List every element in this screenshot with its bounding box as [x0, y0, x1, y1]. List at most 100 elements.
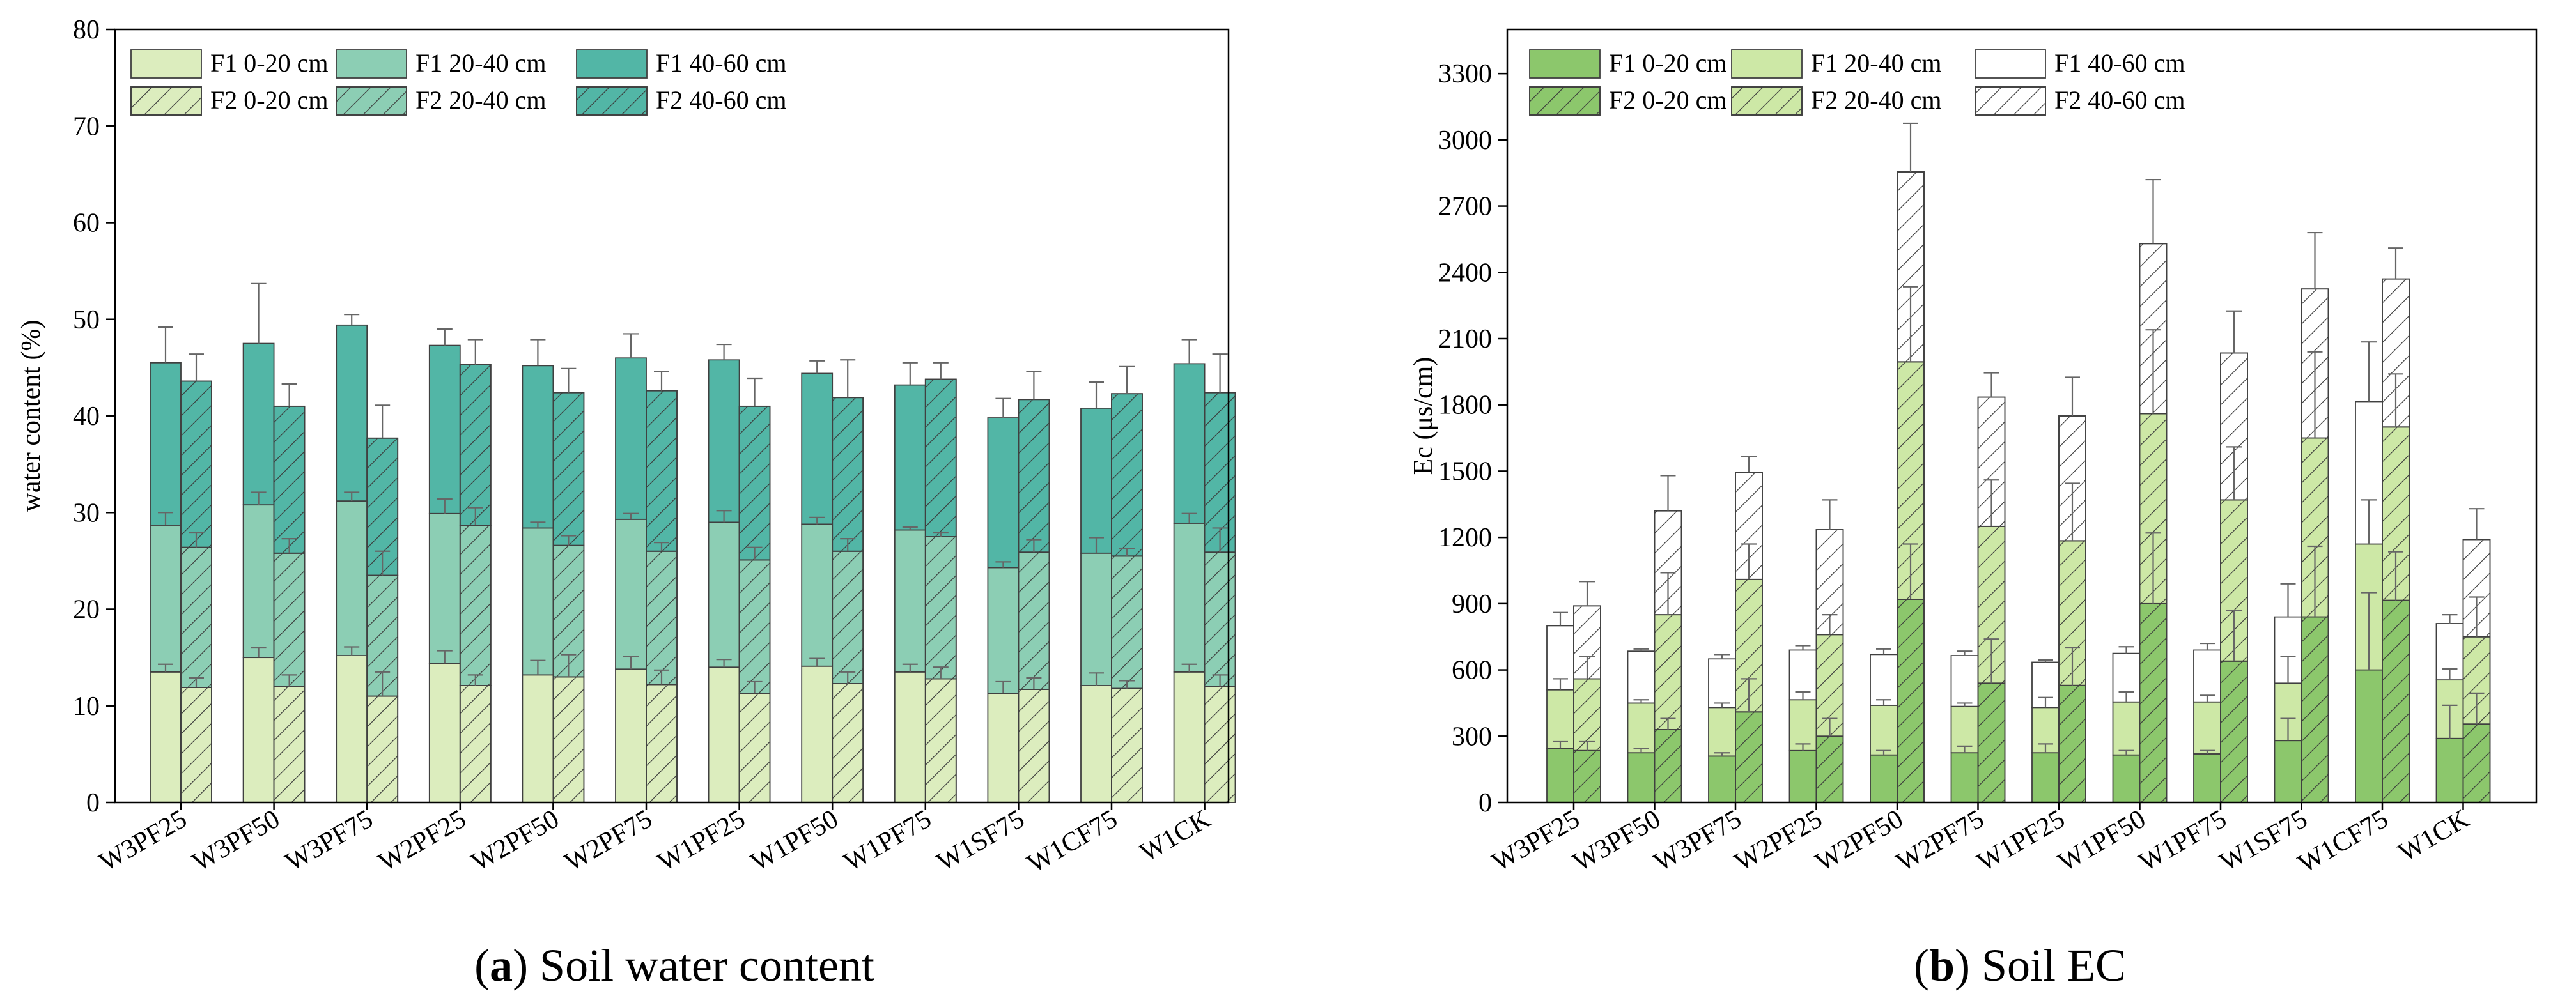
legend-swatch: [1529, 49, 1601, 79]
caption-a: (a) Soil water content: [474, 940, 874, 991]
x-tick-label: W1SF75: [2215, 804, 2312, 878]
legend-label: F2 0-20 cm: [1609, 86, 1726, 114]
bar-segment-hatch: [459, 525, 492, 686]
bar-segment-hatch: [832, 683, 864, 803]
bar-segment-hatch: [832, 550, 864, 684]
legend-swatch-hatch: [1529, 86, 1601, 116]
y-tick-label: 3000: [1438, 126, 1492, 155]
bar-segment-hatch: [646, 684, 678, 803]
bar-segment: [708, 359, 740, 523]
y-tick-label: 60: [73, 209, 100, 238]
caption-letter-a: a: [490, 940, 513, 991]
y-tick-label: 1500: [1438, 457, 1492, 486]
legend-label: F2 40-60 cm: [656, 86, 786, 114]
bar-segment: [1788, 749, 1817, 803]
x-tick-label: W1PF75: [2134, 804, 2231, 878]
bar-segment: [1708, 755, 1736, 803]
bar-segment: [2193, 753, 2221, 803]
bar-segment: [2193, 701, 2221, 755]
bar-segment-hatch: [738, 405, 771, 561]
bar-segment: [1870, 704, 1898, 756]
bar-segment: [1708, 707, 1736, 757]
bar-segment-hatch: [273, 552, 306, 687]
bar-segment-hatch: [459, 685, 492, 803]
bar-segment: [1708, 658, 1736, 709]
bar-segment-hatch: [1735, 711, 1763, 803]
bar-segment: [242, 504, 275, 659]
bar-segment: [708, 521, 740, 668]
x-tick-label: W3PF75: [281, 804, 378, 878]
bar-segment: [1627, 650, 1656, 704]
legend-label: F2 40-60 cm: [2054, 86, 2185, 114]
bar-segment-hatch: [1573, 678, 1601, 751]
y-tick-label: 50: [73, 305, 100, 335]
bar-segment: [1546, 748, 1574, 803]
bar-segment: [2112, 701, 2141, 756]
bar-segment: [1080, 685, 1112, 803]
bar-segment-hatch: [1204, 392, 1236, 553]
x-tick-label: W3PF25: [1487, 804, 1585, 878]
y-tick-label: 3300: [1438, 59, 1492, 89]
bar-segment: [428, 344, 461, 514]
caption-text-b: Soil EC: [1982, 940, 2126, 991]
bar-segment: [522, 365, 554, 529]
bar-segment: [1788, 699, 1817, 751]
y-tick-label: 2700: [1438, 192, 1492, 222]
y-tick-label: 40: [73, 402, 100, 431]
bar-segment: [336, 500, 368, 656]
legend-swatch-hatch: [1975, 86, 2046, 116]
bar-segment: [1950, 655, 1979, 707]
bar-segment: [1627, 752, 1656, 803]
x-tick-label: W2PF75: [1891, 804, 1989, 878]
bar-segment: [894, 384, 926, 531]
legend-label: F2 20-40 cm: [1811, 86, 1941, 114]
bar-segment: [2112, 754, 2141, 803]
x-tick-label: W3PF75: [1649, 804, 1746, 878]
legend-label: F1 20-40 cm: [415, 49, 546, 77]
x-tick-label: W1SF75: [932, 804, 1029, 878]
y-tick-label: 600: [1452, 656, 1492, 686]
bar-segment: [801, 665, 834, 803]
bar-segment: [1080, 552, 1112, 686]
bar-segment-hatch: [1573, 749, 1601, 803]
bar-segment: [894, 671, 926, 803]
bar-segment: [1870, 654, 1898, 706]
bar-segment-hatch: [273, 405, 306, 554]
bar-segment: [2435, 737, 2464, 803]
bar-segment: [150, 525, 182, 673]
bar-segment: [1173, 522, 1206, 673]
x-tick-label: W1PF75: [839, 804, 936, 878]
bar-segment-hatch: [1018, 399, 1050, 553]
legend-label: F1 0-20 cm: [1609, 49, 1726, 77]
y-tick-label: 900: [1452, 590, 1492, 619]
x-tick-label: W1PF25: [653, 804, 750, 878]
bar-segment-hatch: [552, 392, 585, 546]
bar-segment: [987, 693, 1020, 803]
bar-segment-hatch: [1018, 689, 1050, 803]
bar-segment-hatch: [2382, 599, 2410, 803]
legend-label: F1 20-40 cm: [1811, 49, 1941, 77]
y-tick-label: 1800: [1438, 391, 1492, 420]
x-tick-label: W1CF75: [2293, 804, 2393, 879]
bar-segment-hatch: [1897, 599, 1925, 803]
bar-segment: [1080, 408, 1112, 554]
y-axis-label-a: water content (%): [17, 320, 46, 512]
bar-segment-hatch: [1111, 687, 1143, 803]
bar-segment-hatch: [1018, 551, 1050, 690]
y-tick-label: 30: [73, 498, 100, 528]
bar-segment: [615, 668, 647, 803]
bar-segment-hatch: [1111, 555, 1143, 689]
bar-segment: [987, 417, 1020, 569]
bar-segment: [615, 518, 647, 670]
legend-swatch: [576, 49, 648, 79]
bar-segment-hatch: [180, 687, 212, 803]
x-tick-label: W1CK: [2393, 804, 2474, 868]
y-tick-label: 80: [73, 15, 100, 45]
bar-segment-hatch: [1204, 551, 1236, 687]
bar-segment-hatch: [646, 390, 678, 552]
bar-segment: [801, 372, 834, 525]
bar-segment: [801, 523, 834, 667]
x-tick-label: W1CF75: [1023, 804, 1122, 879]
bar-segment: [1173, 363, 1206, 524]
